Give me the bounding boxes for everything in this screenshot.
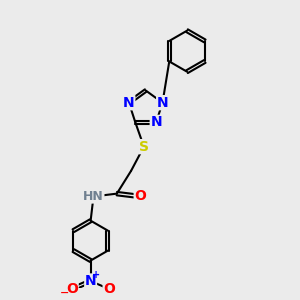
Text: O: O [134, 190, 146, 203]
Text: N: N [157, 96, 168, 110]
Text: S: S [139, 140, 149, 154]
Text: −: − [60, 288, 70, 298]
Text: O: O [66, 282, 78, 296]
Text: HN: HN [83, 190, 104, 203]
Text: N: N [150, 116, 162, 129]
Text: +: + [92, 270, 101, 280]
Text: O: O [103, 282, 115, 296]
Text: N: N [123, 96, 135, 110]
Text: N: N [85, 274, 97, 288]
